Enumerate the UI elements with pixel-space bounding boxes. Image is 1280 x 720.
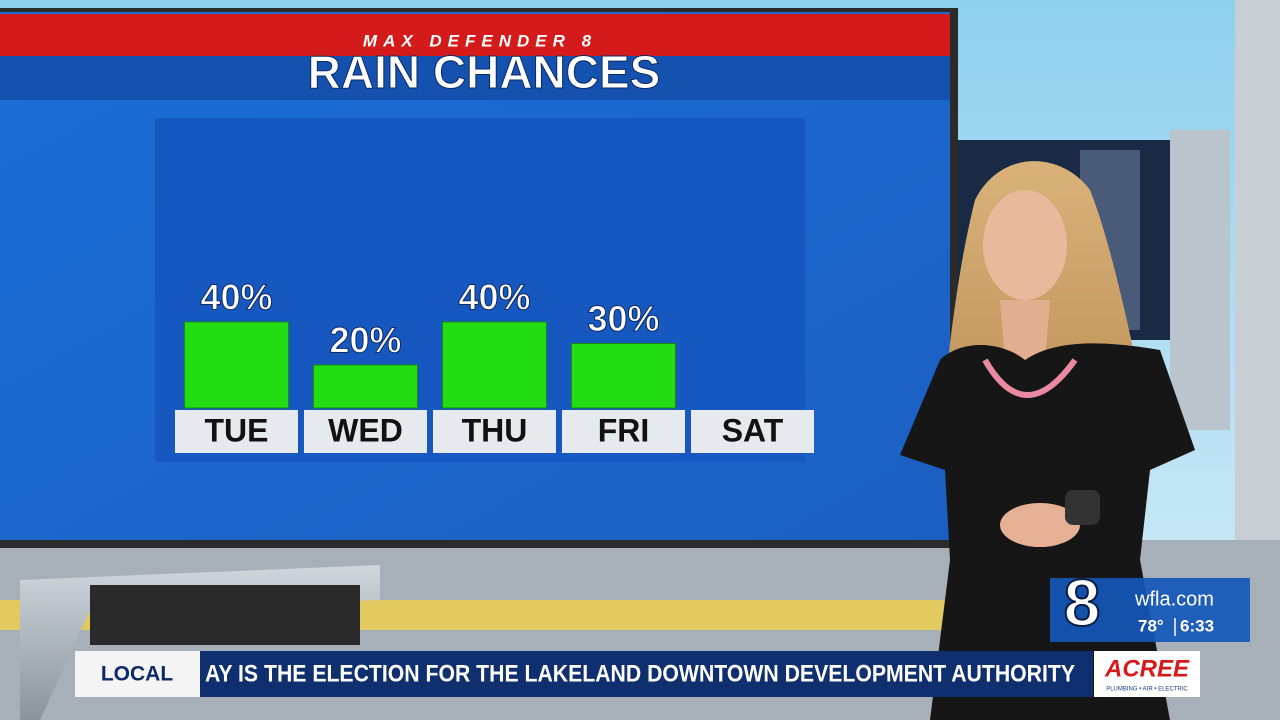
chart-title: RAIN CHANCES	[308, 46, 661, 98]
station-bug: 8 wfla.com 78° 6:33	[1050, 564, 1250, 642]
value-label: 40%	[458, 277, 530, 318]
bug-panel	[1050, 578, 1250, 642]
category-box	[304, 410, 427, 453]
category-box	[175, 410, 298, 453]
category-label: THU	[462, 412, 528, 448]
category-label: WED	[328, 412, 403, 448]
category-label: TUE	[205, 412, 269, 448]
value-label: 30%	[587, 298, 659, 339]
bar	[184, 321, 289, 409]
section-box	[75, 651, 200, 697]
value-label: 20%	[329, 320, 401, 361]
sponsor-box	[1094, 651, 1200, 697]
value-label: 40%	[200, 277, 272, 318]
supertitle: MAX DEFENDER 8	[363, 31, 597, 50]
sponsor-tagline: PLUMBING • AIR • ELECTRIC	[1106, 687, 1188, 693]
desk-monitor	[90, 585, 360, 645]
bar	[313, 364, 418, 409]
bar	[571, 343, 676, 409]
building	[1170, 130, 1230, 430]
bar	[442, 321, 547, 409]
category-label: FRI	[598, 412, 650, 448]
sponsor-logo: ACREE	[1104, 655, 1190, 682]
header-band	[0, 56, 950, 100]
category-box	[433, 410, 556, 453]
website: wfla.com	[1134, 588, 1214, 610]
bar-chart: TUE 40% WED 20% THU 40% FRI 30% SAT	[175, 276, 814, 453]
section-label: LOCAL	[101, 663, 173, 686]
ticker-text: AY IS THE ELECTION FOR THE LAKELAND DOWN…	[205, 660, 1075, 687]
category-box	[691, 410, 814, 453]
channel-number: 8	[1064, 565, 1101, 639]
time: 6:33	[1180, 616, 1214, 635]
ticker-bar	[200, 651, 1093, 697]
category-box	[562, 410, 685, 453]
category-label: SAT	[722, 412, 784, 448]
header-stripe	[0, 14, 950, 56]
temperature: 78°	[1138, 616, 1164, 635]
